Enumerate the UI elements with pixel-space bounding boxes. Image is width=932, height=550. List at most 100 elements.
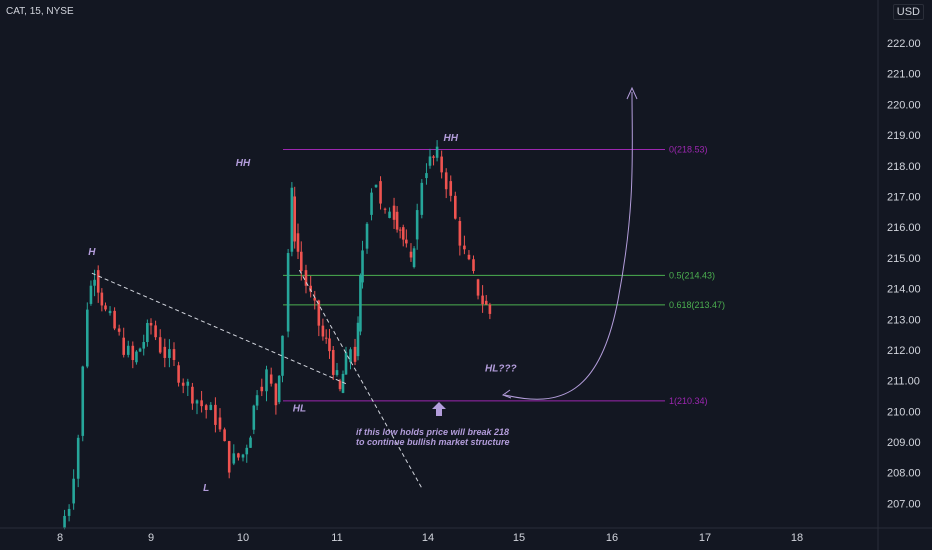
price-tick-label: 214.00	[887, 284, 921, 296]
projection-arrow-head	[626, 86, 638, 100]
candle-body	[293, 196, 296, 242]
time-tick-label: 16	[606, 532, 618, 544]
candle-body	[168, 349, 171, 358]
candle-body	[290, 187, 294, 252]
candle-body	[126, 345, 130, 355]
candle-body	[344, 352, 348, 375]
candle-body	[142, 342, 146, 349]
candle-body	[67, 508, 71, 516]
candle-body	[122, 337, 125, 355]
candle-body	[440, 156, 443, 173]
candle-body	[154, 325, 157, 338]
candle-body	[299, 251, 303, 272]
price-tick-label: 217.00	[887, 191, 921, 203]
price-tick-label: 222.00	[887, 38, 921, 50]
candle-body	[484, 300, 488, 305]
candle-body	[383, 208, 387, 210]
candle-body	[260, 386, 264, 392]
time-tick-label: 15	[513, 532, 525, 544]
candle-body	[398, 229, 402, 231]
candlestick-series	[63, 140, 492, 530]
candle-body	[89, 285, 93, 304]
candle-body	[454, 195, 457, 219]
time-tick-label: 10	[237, 532, 249, 544]
price-axis[interactable]: 207.00 208.00 209.00 210.00 211.00 212.00 213.…	[877, 0, 921, 550]
candle-body	[204, 405, 208, 410]
candle-body	[245, 447, 249, 455]
candle-body	[432, 156, 435, 158]
candle-body	[481, 295, 484, 305]
candle-body	[412, 248, 416, 268]
candle-body	[149, 322, 153, 326]
trendline-layer	[91, 269, 423, 489]
candle-body	[449, 181, 453, 196]
candle-body	[435, 146, 439, 158]
candle-body	[249, 437, 252, 448]
price-tick-label: 207.00	[887, 498, 921, 510]
candle-body	[76, 437, 80, 479]
price-tick-label: 215.00	[887, 253, 921, 265]
fib-level-label: 0(218.53)	[669, 144, 708, 154]
candle-body	[72, 478, 75, 504]
candle-body	[463, 245, 466, 250]
candle-body	[304, 270, 308, 286]
candle-body	[338, 380, 342, 390]
time-tick-label: 18	[791, 532, 803, 544]
candle-body	[361, 250, 364, 283]
candle-body	[214, 404, 217, 425]
candle-body	[241, 454, 245, 458]
candle-body	[195, 400, 199, 404]
candle-body	[274, 383, 278, 406]
candle-body	[232, 453, 236, 464]
fib-level-label: 1(210.34)	[669, 396, 708, 406]
candle-body	[158, 337, 162, 353]
candle-body	[177, 365, 180, 383]
candle-body	[281, 335, 284, 376]
fib-level-label: 0.5(214.43)	[669, 270, 715, 280]
candle-body	[370, 192, 373, 215]
price-tick-label: 220.00	[887, 99, 921, 111]
candle-body	[321, 325, 325, 337]
price-tick-label: 208.00	[887, 468, 921, 480]
price-tick-label: 216.00	[887, 222, 921, 234]
candle-body	[467, 254, 471, 260]
time-tick-label: 8	[57, 532, 63, 544]
candle-body	[365, 223, 369, 249]
candle-body	[100, 292, 104, 306]
structure-label: HL	[293, 403, 306, 414]
price-tick-label: 219.00	[887, 130, 921, 142]
time-tick-label: 9	[148, 532, 154, 544]
time-axis[interactable]: 8 9 10 11 14 15 16 17 18	[0, 527, 932, 544]
candle-body	[265, 369, 268, 392]
candle-body	[172, 349, 176, 360]
candle-body	[317, 300, 321, 326]
price-tick-label: 218.00	[887, 161, 921, 173]
structure-label: L	[203, 483, 209, 494]
currency-badge[interactable]: USD	[892, 4, 924, 20]
candle-body	[63, 515, 66, 528]
candle-body	[163, 346, 167, 358]
candle-body	[108, 310, 112, 314]
candle-body	[444, 172, 448, 190]
candle-body	[255, 395, 259, 406]
candle-body	[379, 181, 382, 204]
candle-body	[341, 373, 345, 393]
candle-body	[209, 404, 213, 410]
candle-body	[328, 338, 331, 352]
candle-body	[313, 297, 317, 301]
symbol-label: CAT, 15, NYSE	[6, 6, 74, 17]
price-tick-label: 210.00	[887, 406, 921, 418]
candle-body	[359, 275, 362, 332]
candle-body	[395, 211, 399, 230]
candle-body	[420, 182, 424, 215]
projection-arrow-tail	[501, 389, 512, 399]
note-text: if this low holds price will break 218	[356, 427, 509, 437]
candle-body	[218, 417, 222, 430]
candle-body	[191, 386, 194, 404]
structure-label: HH	[236, 158, 251, 169]
candle-body	[349, 349, 352, 363]
time-tick-label: 14	[422, 532, 434, 544]
candle-body	[146, 322, 149, 343]
